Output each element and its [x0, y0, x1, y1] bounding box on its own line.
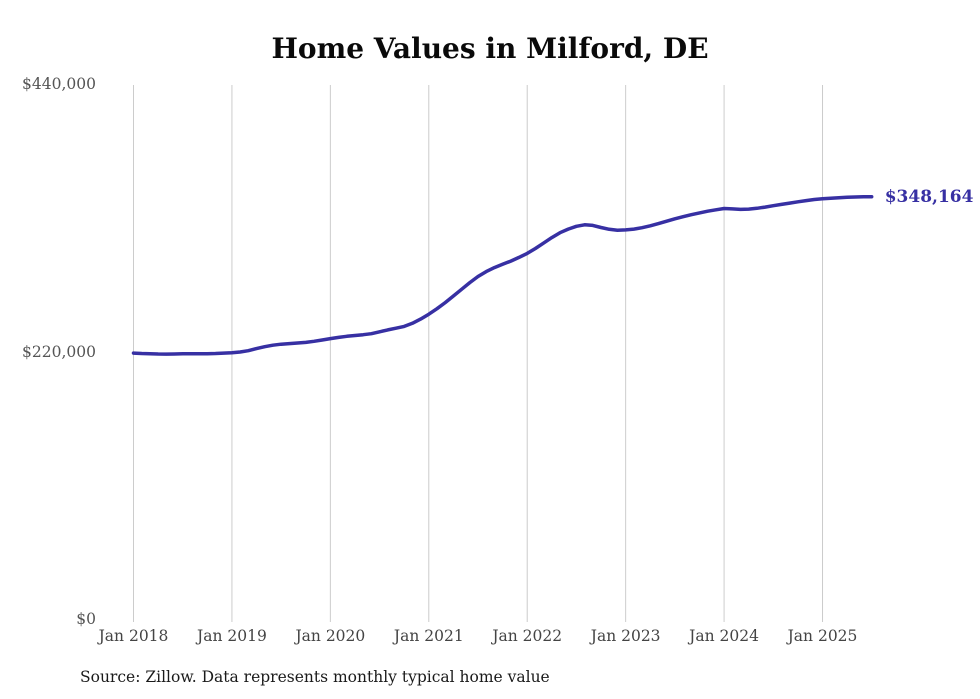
source-note: Source: Zillow. Data represents monthly …: [80, 668, 550, 686]
y-axis-tick-label: $0: [76, 610, 96, 628]
chart-title: Home Values in Milford, DE: [271, 32, 709, 65]
x-axis-tick-label: Jan 2024: [689, 627, 759, 645]
x-axis-tick-label: Jan 2023: [590, 627, 661, 645]
x-axis-tick-label: Jan 2022: [492, 627, 563, 645]
x-axis-tick-label: Jan 2025: [787, 627, 858, 645]
current-value-label: $348,164: [884, 186, 974, 207]
x-axis-tick-label: Jan 2020: [295, 627, 366, 645]
home-value-line: [131, 194, 874, 356]
y-axis-tick-label: $220,000: [22, 342, 96, 361]
x-axis-tick-label: Jan 2018: [98, 627, 169, 645]
x-axis-tick-label: Jan 2019: [197, 627, 267, 645]
y-axis-tick-label: $440,000: [22, 75, 96, 93]
x-axis-tick-label: Jan 2021: [393, 627, 464, 645]
